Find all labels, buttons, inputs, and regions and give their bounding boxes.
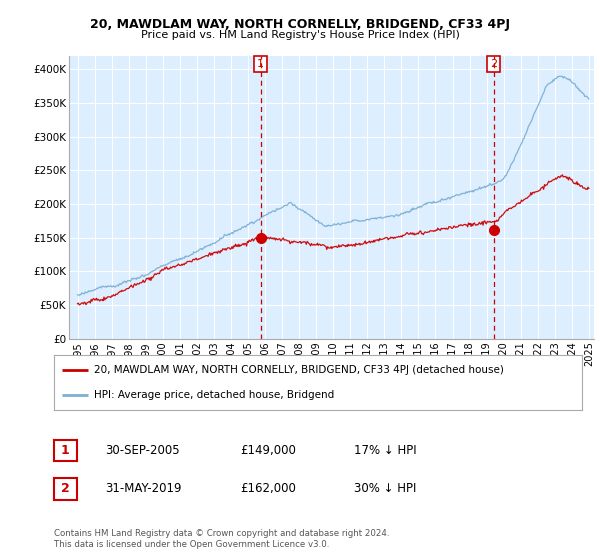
Text: 2: 2 bbox=[490, 59, 497, 69]
Text: 20, MAWDLAM WAY, NORTH CORNELLY, BRIDGEND, CF33 4PJ (detached house): 20, MAWDLAM WAY, NORTH CORNELLY, BRIDGEN… bbox=[94, 365, 503, 375]
Text: 17% ↓ HPI: 17% ↓ HPI bbox=[354, 444, 416, 457]
Text: £162,000: £162,000 bbox=[240, 482, 296, 495]
Text: Price paid vs. HM Land Registry's House Price Index (HPI): Price paid vs. HM Land Registry's House … bbox=[140, 30, 460, 40]
Text: 1: 1 bbox=[61, 444, 70, 458]
Text: 30-SEP-2005: 30-SEP-2005 bbox=[105, 444, 179, 457]
Text: 30% ↓ HPI: 30% ↓ HPI bbox=[354, 482, 416, 495]
Text: £149,000: £149,000 bbox=[240, 444, 296, 457]
Text: Contains HM Land Registry data © Crown copyright and database right 2024.
This d: Contains HM Land Registry data © Crown c… bbox=[54, 529, 389, 549]
Text: 20, MAWDLAM WAY, NORTH CORNELLY, BRIDGEND, CF33 4PJ: 20, MAWDLAM WAY, NORTH CORNELLY, BRIDGEN… bbox=[90, 18, 510, 31]
Text: 1: 1 bbox=[257, 59, 264, 69]
Text: 31-MAY-2019: 31-MAY-2019 bbox=[105, 482, 182, 495]
Text: HPI: Average price, detached house, Bridgend: HPI: Average price, detached house, Brid… bbox=[94, 390, 334, 400]
Text: 2: 2 bbox=[61, 482, 70, 496]
